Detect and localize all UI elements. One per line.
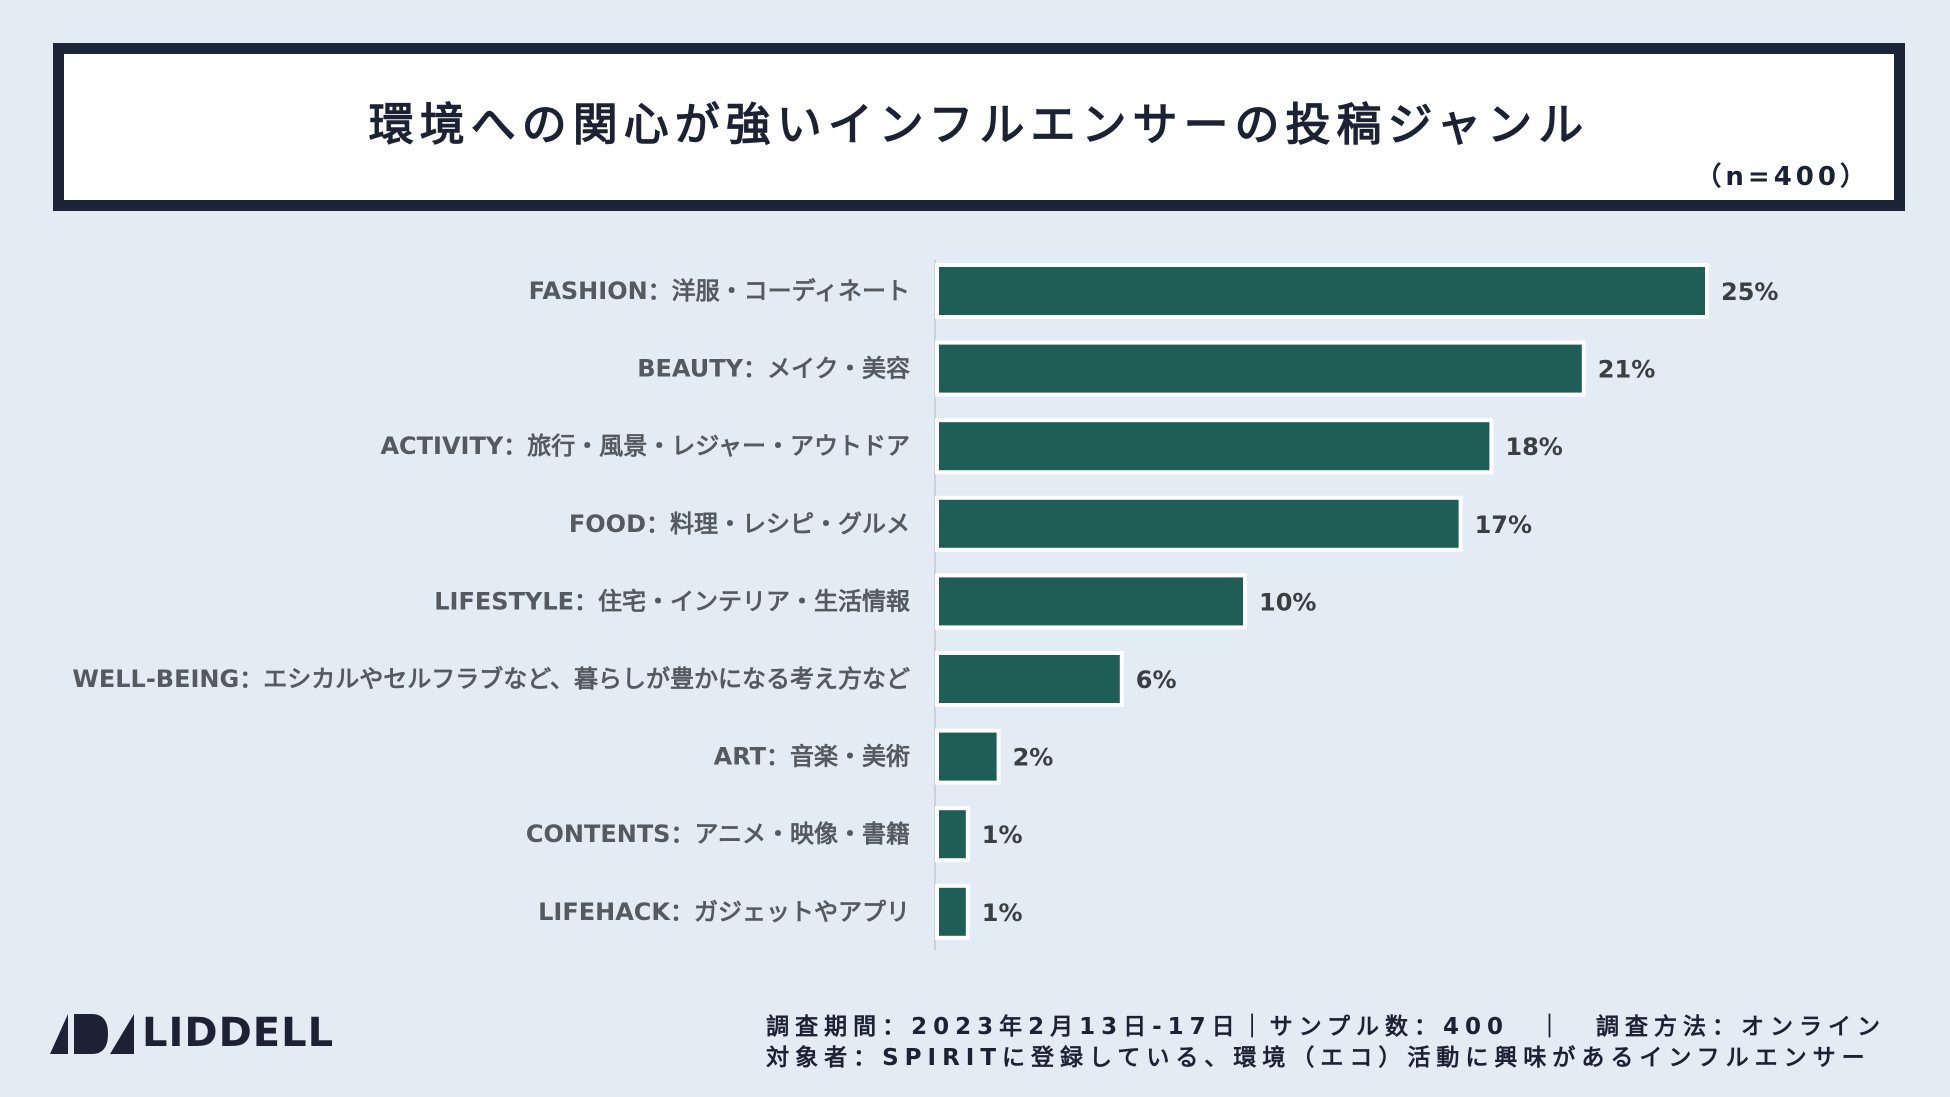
category-label: ART：音楽・美術 (714, 743, 910, 771)
bar (935, 495, 1463, 552)
value-label: 21% (1598, 356, 1655, 384)
survey-info: 調査期間：2023年2月13日-17日｜サンプル数：400 ｜ 調査方法：オンラ… (766, 1012, 1886, 1074)
page-title: 環境への関心が強いインフルエンサーの投稿ジャンル (368, 98, 1590, 151)
category-label: BEAUTY：メイク・美容 (637, 355, 910, 383)
category-label: CONTENTS：アニメ・映像・書籍 (526, 820, 910, 848)
bar (935, 573, 1247, 630)
bar (935, 651, 1124, 707)
value-label: 6% (1136, 666, 1177, 694)
sample-size: （n=400） (1695, 162, 1870, 192)
category-label: LIFEHACK：ガジェットやアプリ (538, 898, 910, 926)
value-label: 10% (1259, 588, 1316, 616)
title-box: 環境への関心が強いインフルエンサーの投稿ジャンル （n=400） (53, 43, 1905, 211)
bar (935, 340, 1586, 397)
bar (935, 883, 970, 940)
category-label: LIFESTYLE：住宅・インテリア・生活情報 (434, 587, 911, 615)
category-label: WELL-BEING：エシカルやセルフラブなど、暮らしが豊かになる考え方など (72, 665, 910, 693)
category-label: ACTIVITY：旅行・風景・レジャー・アウトドア (380, 432, 910, 460)
survey-target: 対象者：SPIRITに登録している、環境（エコ）活動に興味があるインフルエンサー (766, 1045, 1871, 1071)
bar (935, 806, 970, 863)
bar (935, 728, 1001, 785)
value-label: 1% (982, 899, 1023, 927)
value-label: 17% (1475, 511, 1532, 539)
value-label: 1% (982, 821, 1023, 849)
survey-period: 調査期間：2023年2月13日-17日｜サンプル数：400 ｜ 調査方法：オンラ… (766, 1014, 1886, 1040)
brand-name: LIDDELL (142, 1010, 335, 1056)
category-label: FASHION：洋服・コーディネート (529, 277, 910, 305)
category-label: FOOD：料理・レシピ・グルメ (569, 510, 910, 538)
bar-chart: FASHION：洋服・コーディネート 25% BEAUTY：メイク・美容 21% ACT… (72, 260, 1778, 950)
value-label: 18% (1505, 433, 1562, 461)
bar (935, 263, 1709, 319)
value-label: 2% (1013, 744, 1054, 772)
value-label: 25% (1721, 278, 1778, 306)
bar (935, 418, 1494, 475)
liddell-logo-icon (50, 1014, 134, 1054)
